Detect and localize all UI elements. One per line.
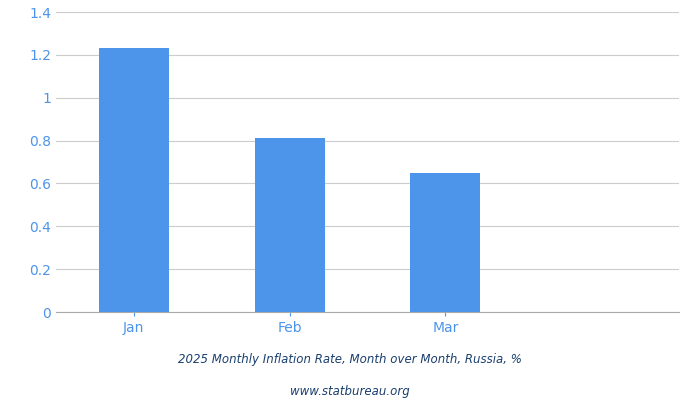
Text: 2025 Monthly Inflation Rate, Month over Month, Russia, %: 2025 Monthly Inflation Rate, Month over … — [178, 354, 522, 366]
Bar — [99, 48, 169, 312]
Text: www.statbureau.org: www.statbureau.org — [290, 386, 410, 398]
Bar — [255, 138, 325, 312]
Bar — [410, 173, 480, 312]
